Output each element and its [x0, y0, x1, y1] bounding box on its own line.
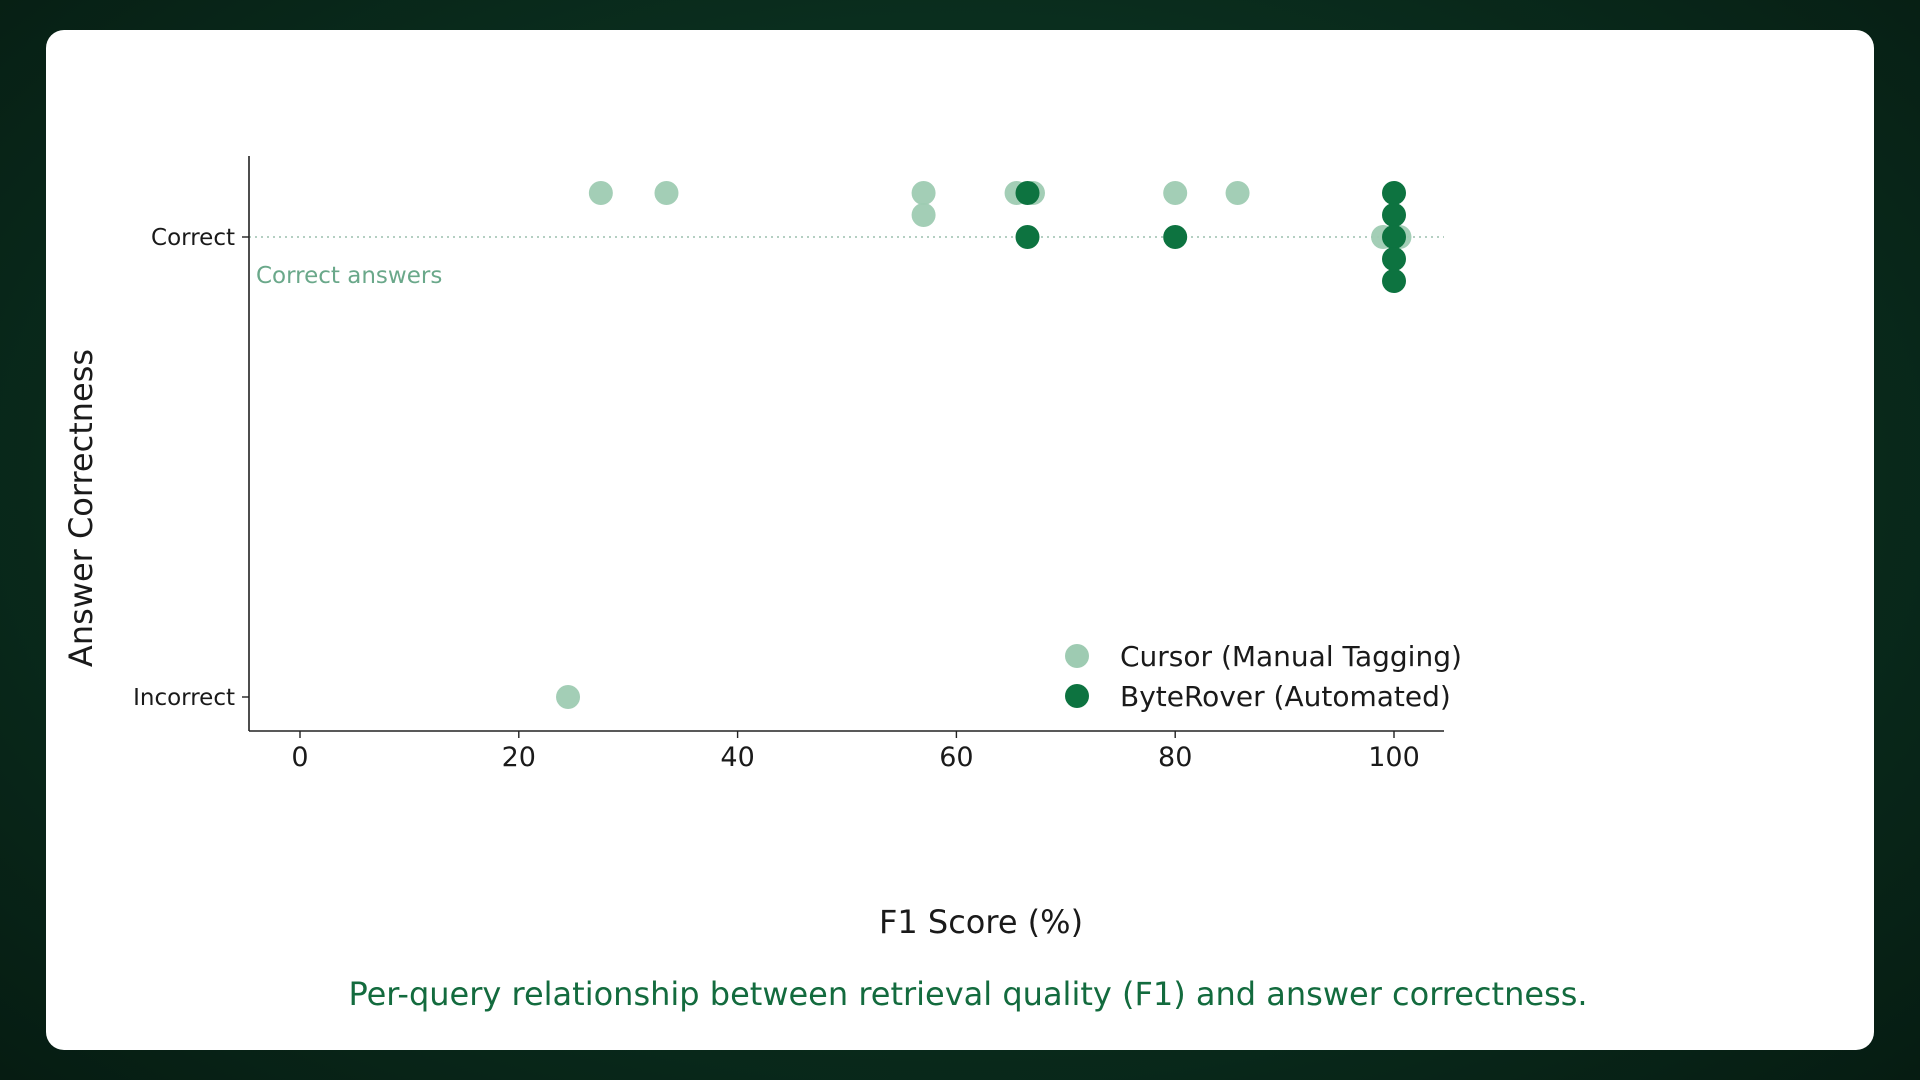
byterover-point — [1382, 247, 1406, 271]
cursor-point — [1163, 181, 1188, 205]
legend-label: ByteRover (Automated) — [1120, 680, 1451, 713]
y-axis-label: Answer Correctness — [62, 349, 100, 667]
x-tick-label: 60 — [939, 742, 973, 773]
byterover-point — [1382, 269, 1406, 293]
x-axis-label: F1 Score (%) — [879, 903, 1083, 941]
legend-marker — [1065, 644, 1089, 668]
cursor-point — [1225, 181, 1250, 205]
legend-marker — [1065, 684, 1089, 708]
points-layer — [556, 181, 1412, 709]
x-tick-label: 80 — [1158, 742, 1192, 773]
cursor-point — [911, 203, 936, 227]
x-tick-label: 0 — [291, 742, 308, 773]
y-tick-label: Incorrect — [133, 685, 235, 711]
byterover-point — [1015, 181, 1040, 205]
byterover-point — [1163, 225, 1188, 249]
chart-card: 0 20 40 60 80 100 Incorrect Correct Answer Corr… — [46, 30, 1874, 1050]
x-tick-label: 40 — [720, 742, 754, 773]
x-tick-label: 20 — [502, 742, 536, 773]
labels-layer: Answer Correctness F1 Score (%) Correct … — [62, 263, 1588, 1013]
legend: Cursor (Manual Tagging) ByteRover (Automa… — [1065, 640, 1462, 713]
y-tick-label: Correct — [151, 225, 235, 251]
cursor-point — [911, 181, 936, 205]
byterover-point — [1382, 181, 1406, 205]
cursor-point — [556, 685, 581, 709]
byterover-point — [1382, 203, 1406, 227]
reference-line-label: Correct answers — [256, 263, 442, 289]
axes-layer: 0 20 40 60 80 100 Incorrect Correct — [133, 156, 1444, 773]
byterover-point — [1382, 225, 1406, 249]
legend-label: Cursor (Manual Tagging) — [1120, 640, 1462, 673]
byterover-point — [1015, 225, 1040, 249]
x-tick-label: 100 — [1368, 742, 1420, 773]
cursor-point — [654, 181, 679, 205]
scatter-chart: 0 20 40 60 80 100 Incorrect Correct Answer Corr… — [62, 156, 1588, 1013]
cursor-point — [588, 181, 613, 205]
chart-caption: Per-query relationship between retrieval… — [348, 975, 1587, 1013]
